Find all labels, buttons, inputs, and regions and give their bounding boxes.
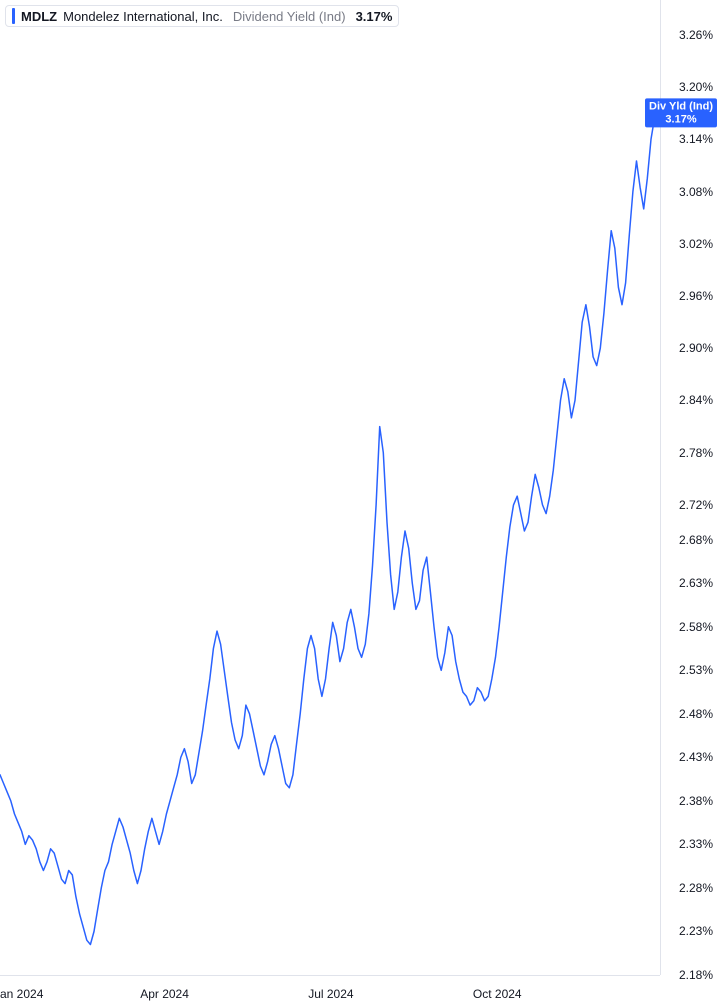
y-tick-label: 2.28% (679, 881, 713, 895)
y-tick-label: 2.63% (679, 576, 713, 590)
y-tick-label: 2.53% (679, 663, 713, 677)
y-tick-label: 3.20% (679, 80, 713, 94)
y-tick-label: 2.72% (679, 498, 713, 512)
indicator-name: Dividend Yield (Ind) (233, 9, 346, 24)
y-tick-label: 3.08% (679, 185, 713, 199)
y-tick-label: 2.90% (679, 341, 713, 355)
y-tick-label: 2.84% (679, 393, 713, 407)
company-name: Mondelez International, Inc. (63, 9, 223, 24)
indicator-value: 3.17% (356, 9, 393, 24)
badge-label: Div Yld (Ind) (649, 101, 713, 114)
chart-area[interactable]: 3.26% 3.20% 3.14% 3.08% 3.02% 2.96% 2.90% 2.84%… (0, 0, 717, 1005)
badge-value: 3.17% (649, 113, 713, 126)
y-tick-label: 2.38% (679, 794, 713, 808)
x-axis-line (0, 975, 660, 976)
line-chart-svg (0, 0, 717, 1005)
y-axis-line (660, 0, 661, 975)
x-tick-label: Oct 2024 (473, 987, 522, 1001)
last-value-badge: Div Yld (Ind) 3.17% (645, 99, 717, 128)
x-tick-label: an 2024 (0, 987, 43, 1001)
y-tick-label: 2.43% (679, 750, 713, 764)
legend-color-swatch (12, 8, 15, 24)
y-tick-label: 2.18% (679, 968, 713, 982)
y-tick-label: 2.48% (679, 707, 713, 721)
x-tick-label: Jul 2024 (308, 987, 353, 1001)
chart-legend[interactable]: MDLZ Mondelez International, Inc. Divide… (5, 5, 399, 27)
y-tick-label: 2.96% (679, 289, 713, 303)
x-tick-label: Apr 2024 (140, 987, 189, 1001)
y-tick-label: 3.14% (679, 132, 713, 146)
y-tick-label: 2.78% (679, 446, 713, 460)
y-tick-label: 2.33% (679, 837, 713, 851)
y-tick-label: 2.58% (679, 620, 713, 634)
y-tick-label: 3.02% (679, 237, 713, 251)
y-tick-label: 3.26% (679, 28, 713, 42)
ticker-symbol: MDLZ (21, 9, 57, 24)
y-tick-label: 2.68% (679, 533, 713, 547)
y-tick-label: 2.23% (679, 924, 713, 938)
